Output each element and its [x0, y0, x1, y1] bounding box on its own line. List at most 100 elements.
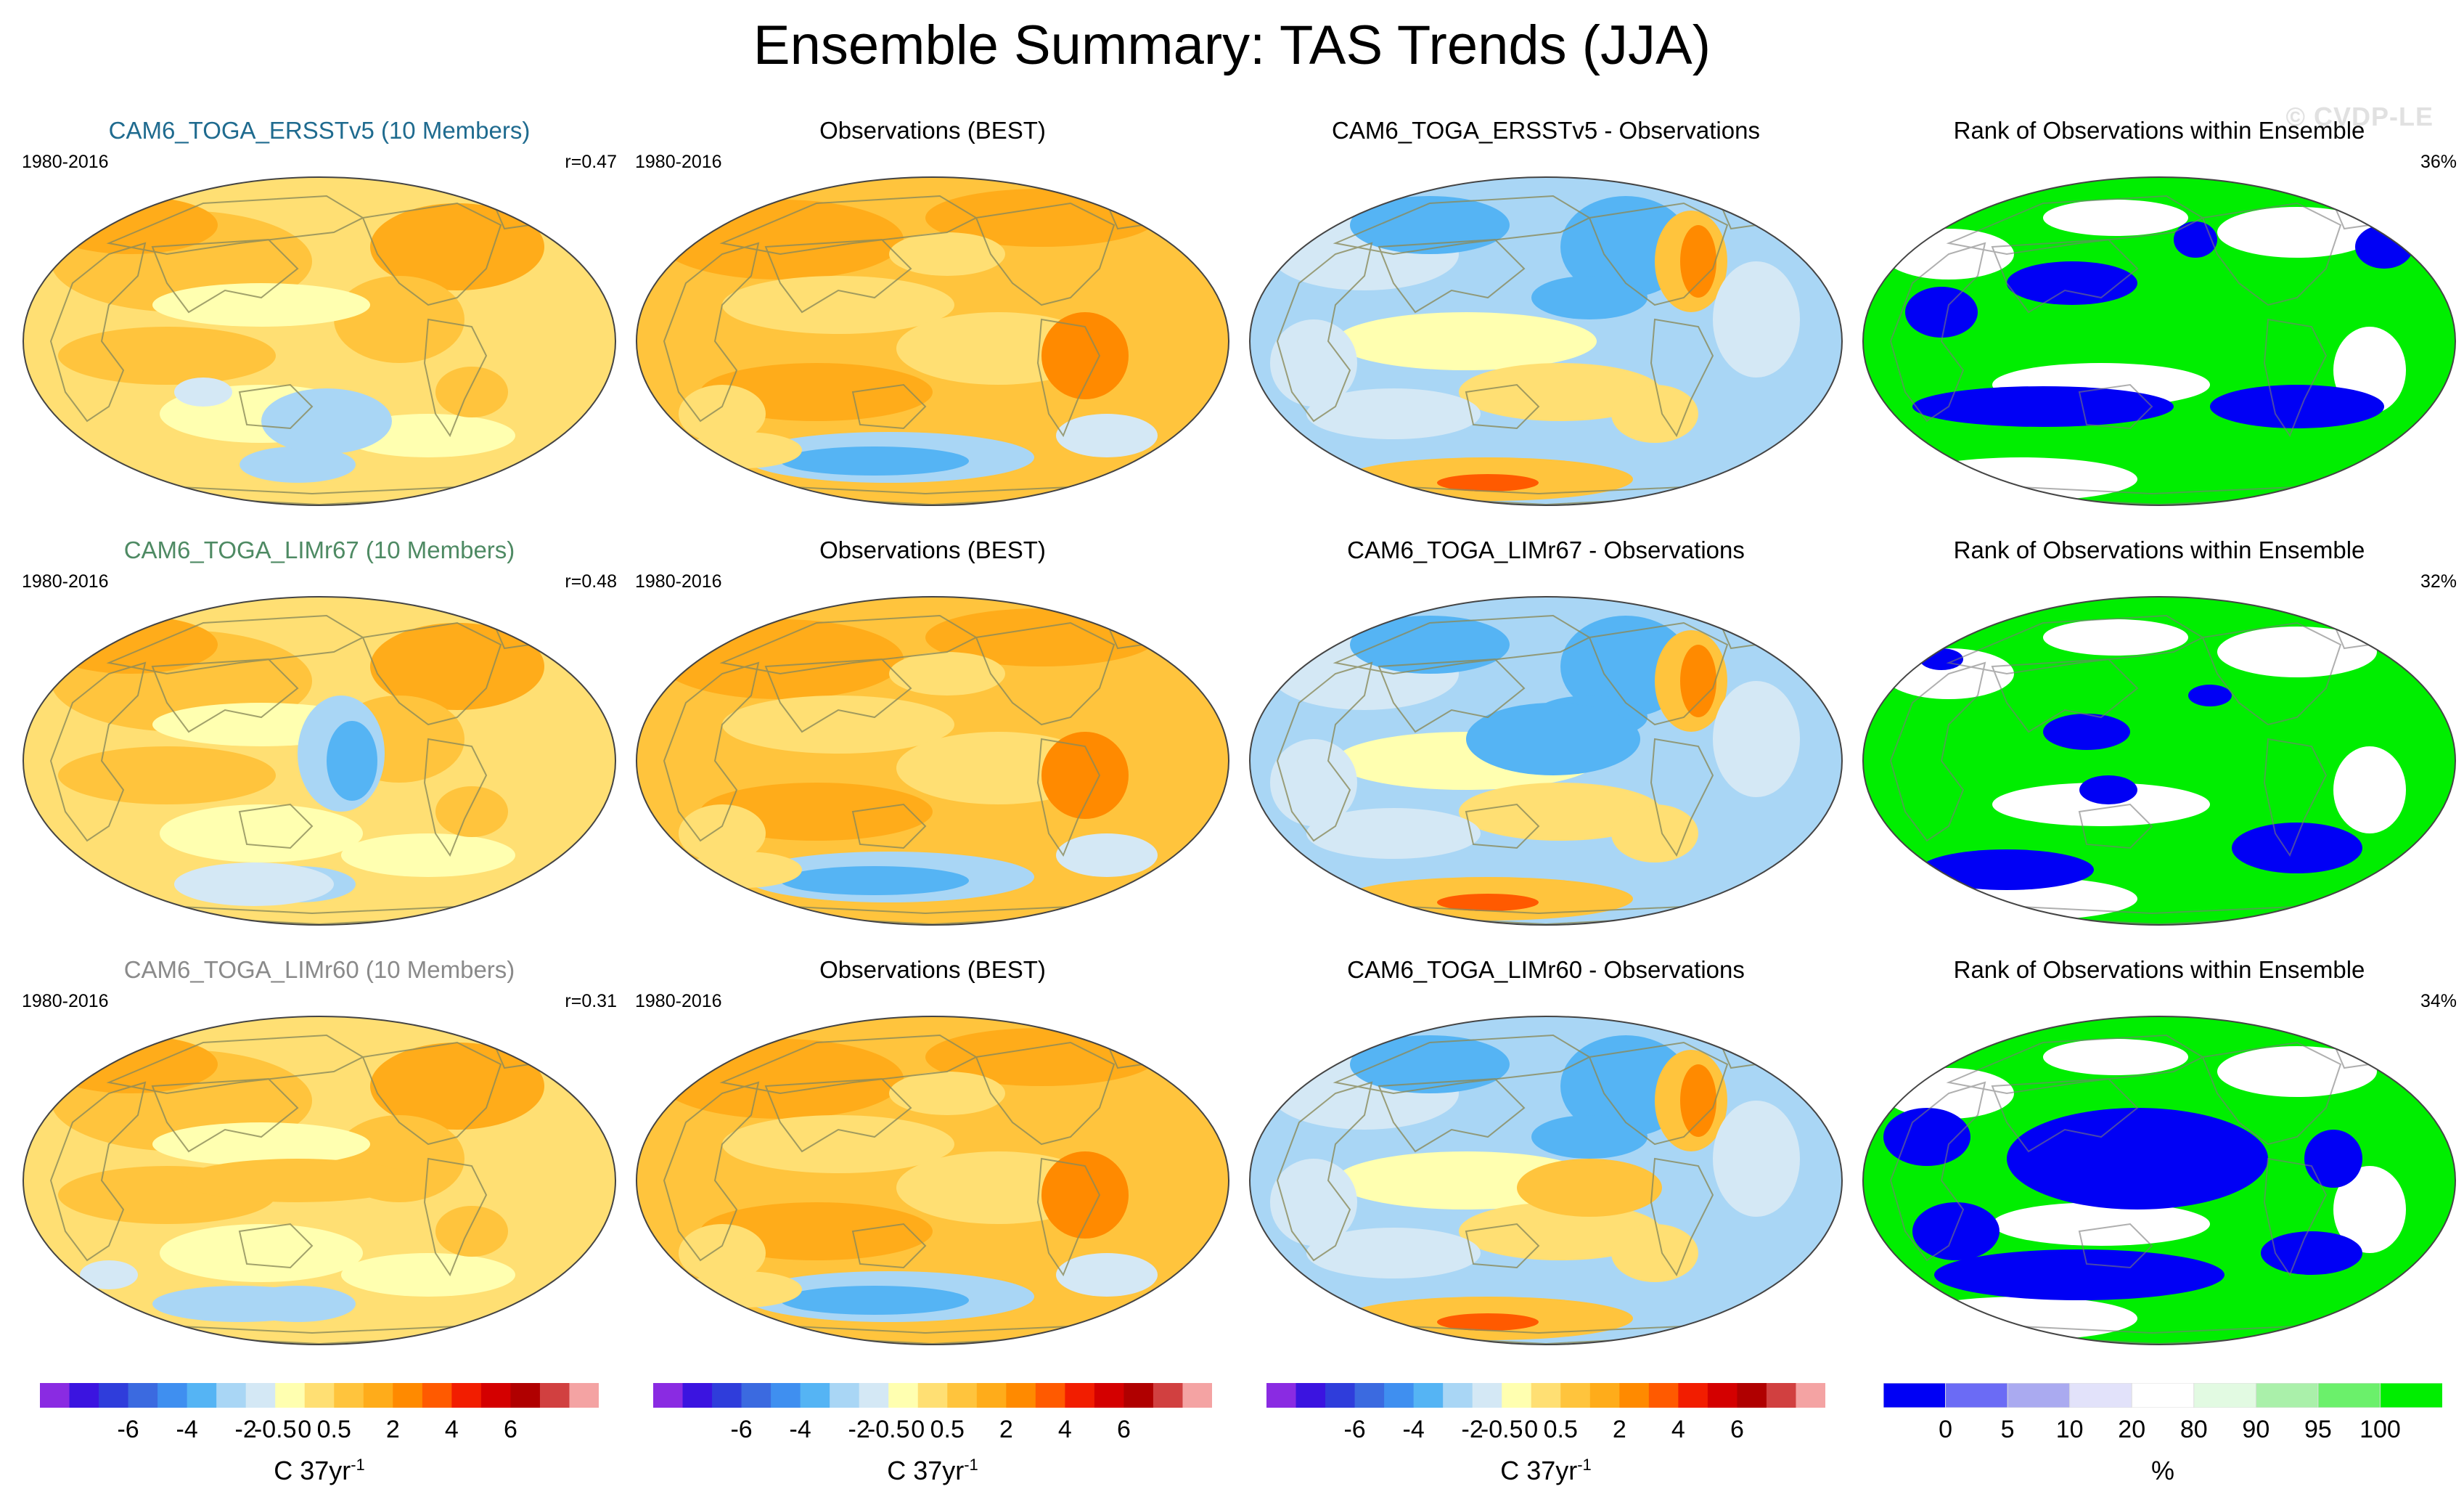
rank-map-svg [1862, 1016, 2456, 1345]
trend-colorbar-swatch [1153, 1383, 1183, 1408]
trend-colorbar-swatch [1296, 1383, 1326, 1408]
trend-colorbar-swatch [917, 1383, 948, 1408]
trend-colorbar-swatch [800, 1383, 830, 1408]
trend-colorbar-swatch [1531, 1383, 1561, 1408]
rank-percent: 32% [2420, 571, 2457, 592]
rank-map [1862, 594, 2457, 928]
trend-colorbar-swatch [1006, 1383, 1036, 1408]
trend-colorbar-swatch [947, 1383, 978, 1408]
difference-map-svg [1249, 1016, 1843, 1345]
observations-map [635, 1013, 1230, 1347]
difference-panel-title: CAM6_TOGA_LIMr60 - Observations [1347, 956, 1745, 983]
rank-colorbar-tick: 10 [2055, 1416, 2084, 1443]
trend-colorbar-tick: 0 [1524, 1416, 1539, 1443]
unit-exponent: -1 [964, 1456, 978, 1474]
trend-colorbar-swatch [888, 1383, 919, 1408]
ensemble-panel-title: CAM6_TOGA_LIMr67 (10 Members) [123, 537, 515, 563]
trend-colorbar-unit: C 37yr-1 [1266, 1450, 1825, 1486]
difference-panel: CAM6_TOGA_ERSSTv5 - Observations [1248, 116, 1843, 523]
unit-base: C 37yr [887, 1456, 965, 1485]
trend-colorbar-tick: 0.5 [930, 1416, 965, 1443]
unit-exponent: -1 [351, 1456, 365, 1474]
observations-map [635, 174, 1230, 508]
trend-colorbar-tick: -0.5 [1480, 1416, 1523, 1443]
trend-colorbar-tick: 6 [1116, 1416, 1131, 1443]
rank-colorbar: 0 5 10 20 80 90 95 100% [1883, 1383, 2442, 1492]
trend-colorbar-swatch [1678, 1383, 1708, 1408]
trend-colorbar-tick: -4 [789, 1416, 811, 1443]
trend-colorbar-swatch [1472, 1383, 1502, 1408]
ensemble-map-svg [22, 176, 616, 506]
observations-panel: Observations (BEST) 1980-2016 [635, 116, 1230, 523]
rank-colorbar-swatch [2379, 1383, 2442, 1408]
rank-colorbar-tick: 95 [2304, 1416, 2332, 1443]
trend-colorbar-unit: C 37yr-1 [40, 1450, 599, 1486]
period-label: 1980-2016 [22, 571, 109, 592]
difference-panel-title: CAM6_TOGA_ERSSTv5 - Observations [1332, 117, 1760, 144]
rank-map-svg [1862, 176, 2456, 506]
rank-colorbar-tick: 90 [2242, 1416, 2270, 1443]
trend-colorbar-tick: -0.5 [253, 1416, 297, 1443]
trend-colorbar-tick: 6 [1730, 1416, 1744, 1443]
rank-colorbar-swatch [1945, 1383, 2009, 1408]
difference-map [1248, 1013, 1843, 1347]
trend-colorbar-swatch [1384, 1383, 1415, 1408]
rank-colorbar-tick: 100 [2359, 1416, 2401, 1443]
trend-colorbar-swatch [1354, 1383, 1385, 1408]
trend-colorbar-tick: 4 [1057, 1416, 1072, 1443]
trend-colorbar-tick: 6 [503, 1416, 517, 1443]
trend-colorbar-swatch [187, 1383, 217, 1408]
trend-colorbar-tick: -4 [1402, 1416, 1425, 1443]
trend-colorbar-swatch [216, 1383, 247, 1408]
rank-colorbar-tick: 20 [2118, 1416, 2146, 1443]
period-label: 1980-2016 [635, 152, 722, 172]
rank-colorbar-swatch [2007, 1383, 2071, 1408]
trend-colorbar-tick: 0 [298, 1416, 312, 1443]
trend-colorbar-tick: -6 [1343, 1416, 1366, 1443]
trend-colorbar-swatches [1266, 1383, 1825, 1408]
difference-map-svg [1249, 176, 1843, 506]
observations-panel: Observations (BEST) 1980-2016 [635, 536, 1230, 942]
difference-panel: CAM6_TOGA_LIMr67 - Observations [1248, 536, 1843, 942]
trend-colorbar-ticks: -6 -4 -2 -0.5 0 0.5 2 4 6 [653, 1415, 1212, 1447]
trend-colorbar-swatch [69, 1383, 99, 1408]
trend-colorbar-swatch [157, 1383, 188, 1408]
period-label: 1980-2016 [635, 571, 722, 592]
observations-panel-title: Observations (BEST) [819, 117, 1046, 144]
trend-colorbar-swatch [1560, 1383, 1591, 1408]
rank-panel-title: Rank of Observations within Ensemble [1953, 956, 2365, 983]
trend-colorbar-tick: -2 [1461, 1416, 1483, 1443]
trend-colorbar-swatch [1266, 1383, 1297, 1408]
trend-colorbar-swatch [1766, 1383, 1796, 1408]
trend-colorbar-swatch [741, 1383, 771, 1408]
observations-panel-title: Observations (BEST) [819, 956, 1046, 983]
trend-colorbar-swatch [510, 1383, 541, 1408]
rank-colorbar-unit: % [2150, 1456, 2174, 1485]
trend-colorbar-tick: -2 [234, 1416, 257, 1443]
observations-panel-title: Observations (BEST) [819, 537, 1046, 563]
trend-colorbar-swatch [128, 1383, 158, 1408]
ensemble-map [22, 174, 617, 508]
trend-colorbar: -6 -4 -2 -0.5 0 0.5 2 4 6 C 37yr-1 [40, 1383, 599, 1492]
rank-panel-title: Rank of Observations within Ensemble [1953, 117, 2365, 144]
difference-panel: CAM6_TOGA_LIMr60 - Observations [1248, 955, 1843, 1362]
trend-colorbar-swatch [1648, 1383, 1679, 1408]
trend-colorbar-tick: -0.5 [867, 1416, 910, 1443]
observations-map-svg [636, 596, 1229, 926]
trend-colorbar-ticks: -6 -4 -2 -0.5 0 0.5 2 4 6 [1266, 1415, 1825, 1447]
period-label: 1980-2016 [635, 991, 722, 1011]
trend-colorbar-swatch [422, 1383, 452, 1408]
trend-colorbar: -6 -4 -2 -0.5 0 0.5 2 4 6 C 37yr-1 [653, 1383, 1212, 1492]
rank-panel-title: Rank of Observations within Ensemble [1953, 537, 2365, 563]
observations-map-svg [636, 176, 1229, 506]
trend-colorbar-tick: 0 [911, 1416, 925, 1443]
difference-map [1248, 174, 1843, 508]
ensemble-map-svg [22, 596, 616, 926]
trend-colorbar-swatch [1094, 1383, 1124, 1408]
rank-map [1862, 174, 2457, 508]
difference-panel-title: CAM6_TOGA_LIMr67 - Observations [1347, 537, 1745, 563]
observations-map [635, 594, 1230, 928]
trend-colorbar-swatch [451, 1383, 482, 1408]
ensemble-panel-title: CAM6_TOGA_LIMr60 (10 Members) [123, 956, 515, 983]
difference-map [1248, 594, 1843, 928]
